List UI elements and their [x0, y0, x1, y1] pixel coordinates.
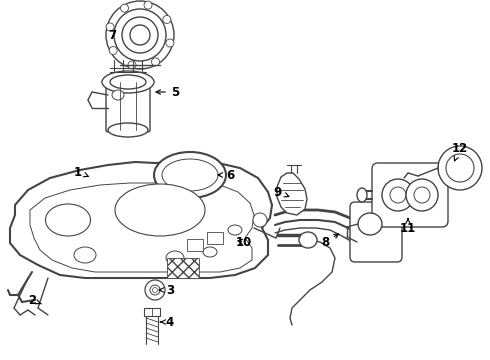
Ellipse shape [102, 71, 154, 93]
Text: 2: 2 [28, 293, 41, 306]
Text: 3: 3 [159, 284, 174, 297]
Ellipse shape [228, 225, 242, 235]
Circle shape [446, 154, 474, 182]
Text: 8: 8 [321, 234, 339, 248]
Circle shape [130, 25, 150, 45]
Bar [167, 258, 199, 278]
Text: 6: 6 [218, 168, 234, 181]
Circle shape [144, 1, 152, 9]
Ellipse shape [115, 184, 205, 236]
Text: 7: 7 [108, 28, 116, 41]
Bar [144, 308, 160, 316]
Circle shape [150, 285, 160, 295]
Circle shape [114, 9, 166, 61]
Ellipse shape [299, 232, 317, 248]
Circle shape [414, 187, 430, 203]
Ellipse shape [46, 204, 91, 236]
Ellipse shape [154, 152, 226, 198]
FancyBboxPatch shape [350, 202, 402, 262]
Ellipse shape [108, 123, 148, 137]
Circle shape [406, 179, 438, 211]
Ellipse shape [358, 213, 382, 235]
Bar [207, 232, 223, 244]
Text: 4: 4 [160, 315, 174, 328]
Circle shape [152, 288, 157, 292]
Polygon shape [30, 183, 254, 272]
Ellipse shape [110, 75, 146, 89]
Circle shape [151, 58, 160, 66]
Text: 12: 12 [452, 141, 468, 161]
Ellipse shape [253, 213, 267, 227]
Ellipse shape [74, 247, 96, 263]
FancyBboxPatch shape [106, 80, 150, 132]
Ellipse shape [166, 251, 184, 265]
Circle shape [166, 39, 174, 47]
Circle shape [109, 46, 117, 54]
Circle shape [438, 146, 482, 190]
Ellipse shape [203, 247, 217, 257]
Circle shape [106, 1, 174, 69]
Text: 1: 1 [74, 166, 88, 179]
Circle shape [145, 280, 165, 300]
Polygon shape [10, 162, 272, 278]
Text: 10: 10 [236, 235, 252, 248]
Ellipse shape [162, 159, 218, 191]
Text: 5: 5 [156, 86, 179, 99]
Circle shape [121, 4, 128, 12]
Text: 11: 11 [400, 219, 416, 234]
Circle shape [106, 23, 114, 31]
Bar [187, 239, 203, 251]
Ellipse shape [112, 90, 124, 100]
Polygon shape [277, 173, 307, 215]
Circle shape [163, 15, 171, 23]
Circle shape [128, 61, 136, 69]
Ellipse shape [357, 188, 367, 202]
FancyBboxPatch shape [372, 163, 448, 227]
Circle shape [390, 187, 406, 203]
Text: 9: 9 [274, 185, 289, 198]
Circle shape [122, 17, 158, 53]
Circle shape [382, 179, 414, 211]
